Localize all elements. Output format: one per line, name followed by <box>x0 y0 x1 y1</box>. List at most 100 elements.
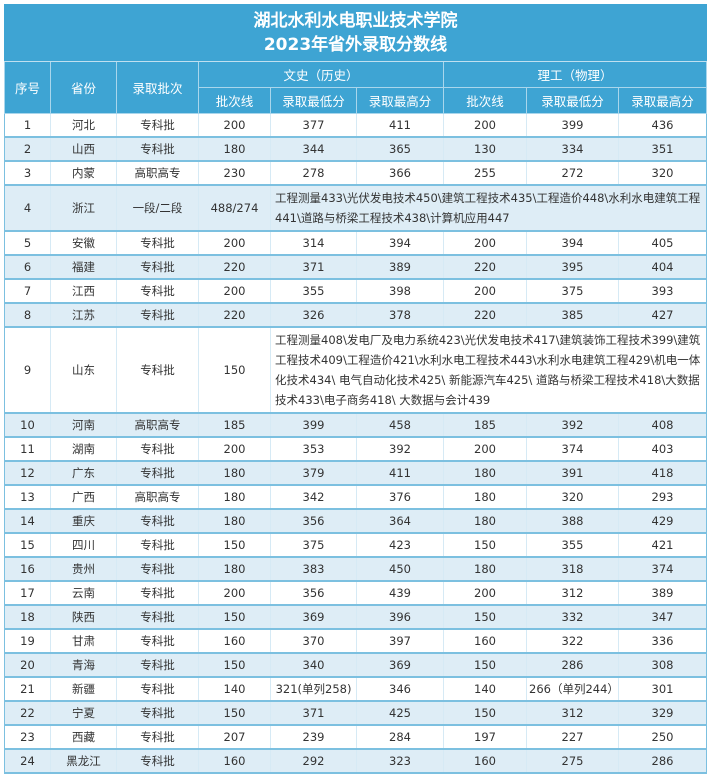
cell-batch: 专科批 <box>116 509 199 534</box>
cell-major-scores-note: 工程测量433\光伏发电技术450\建筑工程技术435\工程造价448\水利水电… <box>269 185 708 232</box>
cell-science-max-score: 286 <box>617 749 708 774</box>
cell-index: 16 <box>4 557 51 582</box>
cell-batch: 专科批 <box>116 279 199 304</box>
cell-liberal-min-score: 239 <box>270 725 357 750</box>
cell-liberal-max-score: 398 <box>356 279 444 304</box>
cell-liberal-min-score: 379 <box>270 461 357 486</box>
cell-science-min-score: 392 <box>526 413 619 438</box>
cell-index: 15 <box>4 533 51 558</box>
cell-province: 云南 <box>50 581 117 606</box>
table-row: 15 四川 专科批 150 375 423 150 355 421 <box>4 533 708 558</box>
cell-province: 山东 <box>50 327 117 414</box>
cell-liberal-max-score: 396 <box>356 605 444 630</box>
cell-liberal-max-score: 397 <box>356 629 444 654</box>
cell-science-min-score: 286 <box>526 653 619 678</box>
cell-index: 1 <box>4 113 51 138</box>
cell-batch: 专科批 <box>116 605 199 630</box>
cell-batch: 专科批 <box>116 327 199 414</box>
cell-science-min-score: 355 <box>526 533 619 558</box>
cell-liberal-max-score: 284 <box>356 725 444 750</box>
cell-liberal-min-score: 375 <box>270 533 357 558</box>
cell-index: 24 <box>4 749 51 774</box>
cell-liberal-batch-line: 180 <box>198 461 271 486</box>
cell-province: 重庆 <box>50 509 117 534</box>
cell-liberal-min-score: 356 <box>270 581 357 606</box>
cell-science-max-score: 320 <box>617 161 708 186</box>
table-row: 7 江西 专科批 200 355 398 200 375 393 <box>4 279 708 304</box>
cell-science-batch-line: 180 <box>443 485 527 510</box>
cell-science-batch-line: 140 <box>443 677 527 702</box>
table-row: 20 青海 专科批 150 340 369 150 286 308 <box>4 653 708 678</box>
cell-province: 广东 <box>50 461 117 486</box>
table-row: 1 河北 专科批 200 377 411 200 399 436 <box>4 113 708 138</box>
cell-province: 内蒙 <box>50 161 117 186</box>
cell-province: 黑龙江 <box>50 749 117 774</box>
cell-science-batch-line: 150 <box>443 653 527 678</box>
cell-batch: 高职高专 <box>116 413 199 438</box>
cell-index: 11 <box>4 437 51 462</box>
cell-liberal-max-score: 378 <box>356 303 444 328</box>
cell-science-min-score: 334 <box>526 137 619 162</box>
cell-batch: 高职高专 <box>116 161 199 186</box>
cell-science-min-score: 391 <box>526 461 619 486</box>
cell-liberal-max-score: 439 <box>356 581 444 606</box>
cell-index: 4 <box>4 185 51 232</box>
cell-science-max-score: 374 <box>617 557 708 582</box>
cell-liberal-max-score: 411 <box>356 461 444 486</box>
cell-science-batch-line: 220 <box>443 303 527 328</box>
cell-science-max-score: 427 <box>617 303 708 328</box>
cell-liberal-batch-line: 185 <box>198 413 271 438</box>
cell-batch: 专科批 <box>116 749 199 774</box>
cell-province: 江苏 <box>50 303 117 328</box>
cell-science-max-score: 351 <box>617 137 708 162</box>
cell-science-batch-line: 200 <box>443 279 527 304</box>
cell-index: 14 <box>4 509 51 534</box>
header-liberal-min-score: 录取最低分 <box>270 87 357 114</box>
cell-liberal-batch-line: 200 <box>198 581 271 606</box>
cell-index: 21 <box>4 677 51 702</box>
cell-index: 7 <box>4 279 51 304</box>
cell-liberal-max-score: 389 <box>356 255 444 280</box>
cell-liberal-min-score: 353 <box>270 437 357 462</box>
cell-science-min-score: 385 <box>526 303 619 328</box>
table-row: 16 贵州 专科批 180 383 450 180 318 374 <box>4 557 708 582</box>
cell-index: 19 <box>4 629 51 654</box>
cell-province: 青海 <box>50 653 117 678</box>
cell-province: 宁夏 <box>50 701 117 726</box>
cell-liberal-batch-line: 150 <box>198 653 271 678</box>
cell-batch: 专科批 <box>116 557 199 582</box>
cell-liberal-min-score: 321(单列258) <box>270 677 357 702</box>
cell-province: 浙江 <box>50 185 117 232</box>
cell-science-max-score: 403 <box>617 437 708 462</box>
cell-index: 3 <box>4 161 51 186</box>
table-row: 9 山东 专科批 150 工程测量408\发电厂及电力系统423\光伏发电技术417\建… <box>4 327 708 414</box>
cell-science-max-score: 301 <box>617 677 708 702</box>
cell-science-min-score: 275 <box>526 749 619 774</box>
cell-liberal-min-score: 278 <box>270 161 357 186</box>
cell-liberal-min-score: 377 <box>270 113 357 138</box>
cell-index: 6 <box>4 255 51 280</box>
cell-liberal-max-score: 394 <box>356 231 444 256</box>
cell-science-max-score: 418 <box>617 461 708 486</box>
cell-liberal-batch-line: 180 <box>198 485 271 510</box>
cell-liberal-min-score: 399 <box>270 413 357 438</box>
cell-science-min-score: 227 <box>526 725 619 750</box>
cell-liberal-min-score: 370 <box>270 629 357 654</box>
cell-province: 陕西 <box>50 605 117 630</box>
cell-science-min-score: 394 <box>526 231 619 256</box>
table-row: 13 广西 高职高专 180 342 376 180 320 293 <box>4 485 708 510</box>
cell-liberal-min-score: 314 <box>270 231 357 256</box>
cell-liberal-batch-line: 220 <box>198 303 271 328</box>
cell-liberal-max-score: 365 <box>356 137 444 162</box>
cell-science-max-score: 347 <box>617 605 708 630</box>
cell-science-max-score: 421 <box>617 533 708 558</box>
cell-liberal-min-score: 355 <box>270 279 357 304</box>
admission-score-table-container: 湖北水利水电职业技术学院 2023年省外录取分数线 序号 省份 录取批次 文史（… <box>3 4 708 774</box>
cell-batch: 专科批 <box>116 677 199 702</box>
cell-batch: 专科批 <box>116 113 199 138</box>
cell-science-max-score: 436 <box>617 113 708 138</box>
header-science-group: 理工（物理） <box>442 61 708 88</box>
cell-science-min-score: 322 <box>526 629 619 654</box>
table-row: 10 河南 高职高专 185 399 458 185 392 408 <box>4 413 708 438</box>
cell-province: 福建 <box>50 255 117 280</box>
